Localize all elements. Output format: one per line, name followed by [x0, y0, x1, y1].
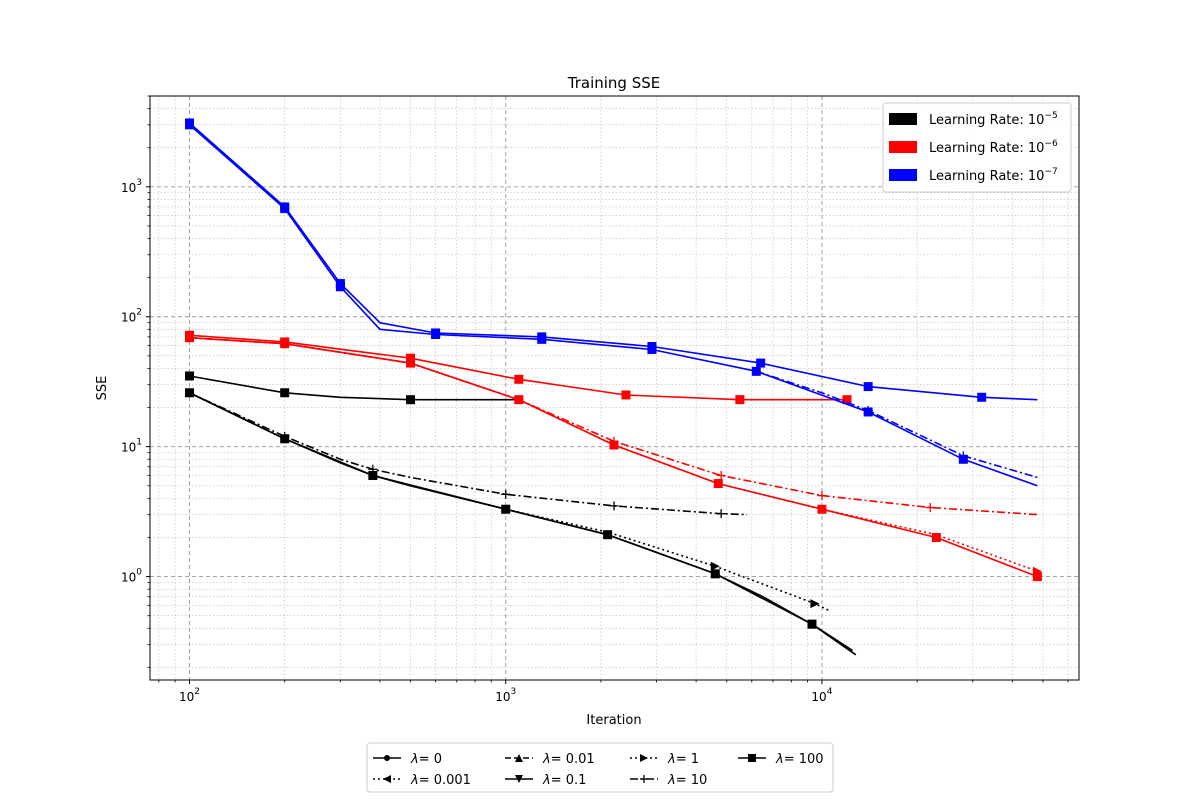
marker-legend-label: λ= 10	[667, 773, 707, 788]
series-8	[189, 336, 1038, 516]
marker-legend-label: λ= 100	[775, 752, 824, 767]
y-tick-label: 103	[121, 178, 142, 195]
series-marker	[501, 489, 511, 499]
series-marker	[713, 479, 723, 489]
series-line	[189, 336, 1038, 578]
series-marker	[406, 358, 416, 368]
color-legend-swatch	[889, 169, 917, 181]
marker-legend-label: λ= 0.01	[542, 752, 595, 767]
series-marker	[817, 491, 827, 501]
series-1	[185, 388, 854, 652]
color-legend-swatch	[889, 141, 917, 153]
series-marker	[514, 395, 524, 405]
color-legend-label: Learning Rate: 10−6	[929, 139, 1058, 156]
series-marker	[609, 436, 619, 446]
series-marker	[335, 282, 345, 292]
series-marker	[863, 405, 873, 415]
series-marker	[807, 619, 817, 629]
series-11	[756, 370, 1038, 479]
series-marker	[863, 382, 873, 392]
marker-legend: λ= 0 λ= 0.001 λ= 0.01 λ= 0.1 λ= 1 λ= 10 λ= 100	[366, 742, 834, 793]
series-line	[189, 392, 748, 516]
marker-legend-label: λ= 0.1	[542, 773, 586, 788]
y-tick-label: 100	[121, 568, 142, 585]
series-marker	[406, 395, 416, 405]
series-6	[185, 333, 1042, 582]
series-marker	[185, 120, 195, 130]
marker-legend-symbol	[640, 775, 648, 783]
series-marker	[958, 451, 968, 461]
series-marker	[537, 334, 547, 344]
series-marker	[280, 388, 290, 398]
series-line	[189, 392, 857, 656]
series-line	[189, 375, 519, 401]
series-0	[185, 371, 519, 405]
series-2	[189, 392, 829, 612]
marker-legend-symbol	[640, 754, 648, 762]
series-3	[189, 392, 857, 656]
marker-legend-box	[366, 742, 834, 793]
series-marker	[810, 599, 820, 609]
series-4	[185, 388, 748, 519]
series-marker	[185, 371, 195, 381]
color-legend-swatch	[889, 113, 917, 125]
series-marker	[977, 392, 987, 402]
marker-legend-symbol	[384, 755, 390, 761]
series-marker	[406, 353, 416, 363]
series-marker	[368, 464, 378, 474]
marker-legend-label: λ= 0.001	[410, 773, 471, 788]
series-marker	[925, 503, 935, 513]
chart-title: Training SSE	[567, 74, 660, 92]
series-line	[189, 392, 829, 612]
series-marker	[735, 395, 745, 405]
series-7	[189, 336, 1042, 576]
marker-legend-symbol	[515, 754, 523, 762]
series-line	[189, 392, 854, 652]
series-marker	[1032, 572, 1042, 582]
series-marker	[1032, 566, 1042, 576]
axis-ticks: 102 103 104 100 101 102 103	[121, 95, 1069, 704]
marker-legend-label: λ= 1	[667, 752, 699, 767]
series-marker	[710, 561, 720, 571]
color-legend-label: Learning Rate: 10−5	[929, 111, 1058, 128]
series-marker	[756, 358, 766, 368]
series-marker	[609, 501, 619, 511]
series-marker	[514, 374, 524, 384]
series-marker	[621, 390, 631, 400]
plot-frame	[149, 95, 1080, 681]
series-marker	[931, 532, 941, 542]
series-marker	[280, 204, 290, 214]
series-marker	[280, 431, 290, 441]
series-marker	[842, 395, 852, 405]
series-marker	[716, 509, 726, 519]
color-legend: Learning Rate: 10−5 Learning Rate: 10−6 Le…	[882, 102, 1072, 193]
x-tick-label: 103	[495, 687, 516, 704]
y-tick-label: 101	[121, 438, 142, 455]
color-legend-label: Learning Rate: 10−7	[929, 167, 1058, 184]
x-axis-label: Iteration	[586, 713, 641, 728]
x-tick-label: 104	[811, 687, 832, 704]
series-marker	[647, 344, 657, 354]
series-marker	[185, 388, 195, 398]
series-marker	[431, 329, 441, 339]
series-marker	[716, 470, 726, 480]
color-legend-box	[882, 102, 1072, 193]
y-axis-label: SSE	[95, 376, 110, 401]
series-layer	[185, 118, 1042, 656]
x-tick-label: 102	[179, 687, 200, 704]
marker-legend-symbol	[383, 775, 391, 783]
marker-legend-label: λ= 0	[410, 752, 442, 767]
y-tick-label: 102	[121, 308, 142, 325]
marker-legend-symbol	[515, 775, 523, 783]
marker-legend-symbol	[748, 754, 756, 762]
series-line	[189, 336, 1038, 516]
